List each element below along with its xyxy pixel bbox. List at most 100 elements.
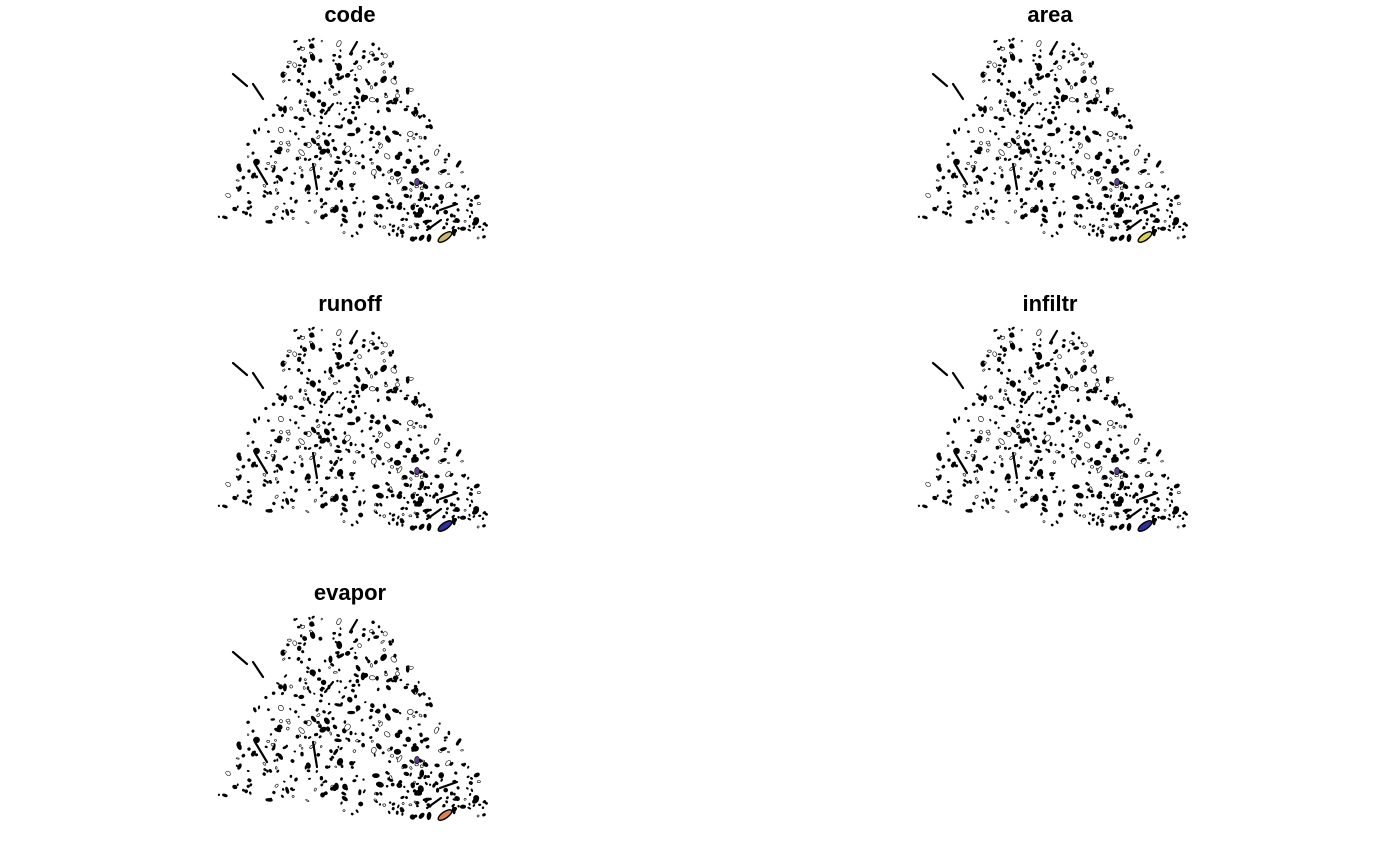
catchment-polygon	[1114, 132, 1118, 136]
catchment-polygon	[399, 229, 404, 233]
catchment-polygon	[1118, 424, 1123, 429]
catchment-polygon	[320, 783, 324, 787]
catchment-polygon	[449, 502, 454, 507]
catchment-polygon	[1139, 458, 1147, 463]
catchment-polygon	[263, 768, 267, 772]
catchment-polygon	[1182, 524, 1186, 528]
catchment-polygon	[416, 226, 419, 230]
catchment-polygon	[974, 477, 978, 481]
catchment-polygon	[354, 73, 357, 76]
catchment-polygon	[246, 720, 250, 724]
catchment-polygon	[247, 747, 251, 751]
catchment-polygon	[1018, 146, 1022, 151]
catchment-polygon	[397, 729, 403, 735]
catchment-polygon	[1147, 461, 1150, 465]
catchment-polygon	[280, 794, 284, 798]
catchment-polygon	[409, 470, 415, 475]
catchment-polygon	[412, 714, 416, 718]
catchment-polygon	[322, 710, 326, 714]
catchment-polygon	[355, 705, 361, 711]
catchment-polygon	[1091, 349, 1095, 355]
catchment-polygon	[935, 179, 940, 182]
catchment-polygon	[270, 454, 275, 458]
catchment-polygon	[1151, 225, 1155, 230]
catchment-polygon	[362, 778, 365, 781]
catchment-polygon	[340, 488, 343, 492]
catchment-polygon	[283, 385, 288, 389]
catchment-polygon	[330, 374, 335, 378]
catchment-polygon	[270, 718, 276, 721]
catchment-polygon	[403, 193, 410, 199]
catchment-polygon	[1057, 451, 1061, 454]
catchment-polygon	[337, 75, 345, 81]
catchment-polygon	[293, 116, 298, 120]
catchment-polygon	[1010, 426, 1017, 434]
catchment-polygon	[262, 184, 267, 188]
catchment-polygon	[472, 804, 476, 807]
catchment-polygon	[399, 807, 404, 811]
catchment-polygon	[364, 701, 367, 704]
catchment-polygon	[1023, 81, 1027, 85]
catchment-polygon	[1050, 399, 1055, 404]
catchment-polygon	[1033, 93, 1038, 96]
catchment-polygon	[1032, 435, 1038, 441]
catchment-polygon	[1182, 222, 1187, 226]
catchment-polygon	[987, 349, 992, 353]
catchment-polygon	[1069, 130, 1074, 135]
catchment-polygon	[1062, 339, 1066, 342]
catchment-polygon	[932, 206, 938, 212]
catchment-polygon	[419, 732, 423, 737]
catchment-polygon	[388, 471, 392, 475]
catchment-polygon	[331, 716, 335, 721]
catchment-polygon	[467, 476, 470, 480]
catchment-polygon	[352, 201, 357, 205]
catchment-polygon	[315, 707, 319, 712]
catchment-polygon	[409, 181, 415, 186]
catchment-polygon	[347, 73, 351, 77]
catchment-polygon	[343, 686, 348, 690]
catchment-polygon	[291, 506, 295, 509]
catchment-polygon	[280, 505, 284, 509]
catchment-polygon	[1125, 124, 1130, 129]
catchment-polygon	[1003, 431, 1008, 436]
catchment-polygon	[384, 381, 387, 385]
catchment-polygon	[354, 443, 357, 446]
catchment-polygon	[1163, 509, 1167, 512]
catchment-polygon	[463, 473, 467, 477]
catchment-polygon	[287, 349, 292, 353]
catchment-polygon	[1015, 129, 1019, 134]
catchment-polygon	[1010, 137, 1017, 145]
catchment-polygon	[976, 180, 979, 184]
catchment-polygon	[401, 234, 404, 238]
catchment-polygon	[360, 140, 364, 144]
catchment-polygon	[247, 778, 252, 783]
catchment-polygon	[1085, 193, 1090, 197]
catchment-polygon	[1061, 154, 1065, 159]
catchment-polygon	[434, 148, 439, 156]
catchment-polygon	[1061, 54, 1066, 60]
catchment-polygon	[337, 364, 345, 370]
catchment-polygon	[395, 521, 399, 526]
catchment-polygon	[340, 702, 343, 705]
catchment-polygon	[373, 82, 378, 87]
catchment-polygon	[1140, 489, 1143, 493]
catchment-polygon	[286, 65, 290, 69]
catchment-polygon	[1128, 119, 1131, 122]
catchment-polygon	[1058, 500, 1062, 507]
catchment-polygon	[349, 69, 354, 72]
catchment-polygon	[1092, 419, 1100, 424]
catchment-polygon	[463, 798, 467, 801]
secondary-catchment	[1114, 178, 1120, 186]
catchment-polygon	[253, 418, 257, 424]
catchment-polygon	[994, 488, 998, 493]
catchment-polygon	[1064, 123, 1067, 126]
catchment-polygon	[292, 62, 297, 68]
catchment-polygon	[311, 334, 315, 338]
catchment-polygon	[1037, 379, 1041, 383]
catchment-polygon	[1095, 521, 1099, 526]
catchment-polygon-elongated	[1023, 391, 1035, 405]
catchment-polygon	[982, 394, 987, 403]
catchment-polygon	[352, 779, 357, 783]
catchment-polygon	[280, 402, 285, 407]
catchment-polygon	[1053, 366, 1058, 371]
